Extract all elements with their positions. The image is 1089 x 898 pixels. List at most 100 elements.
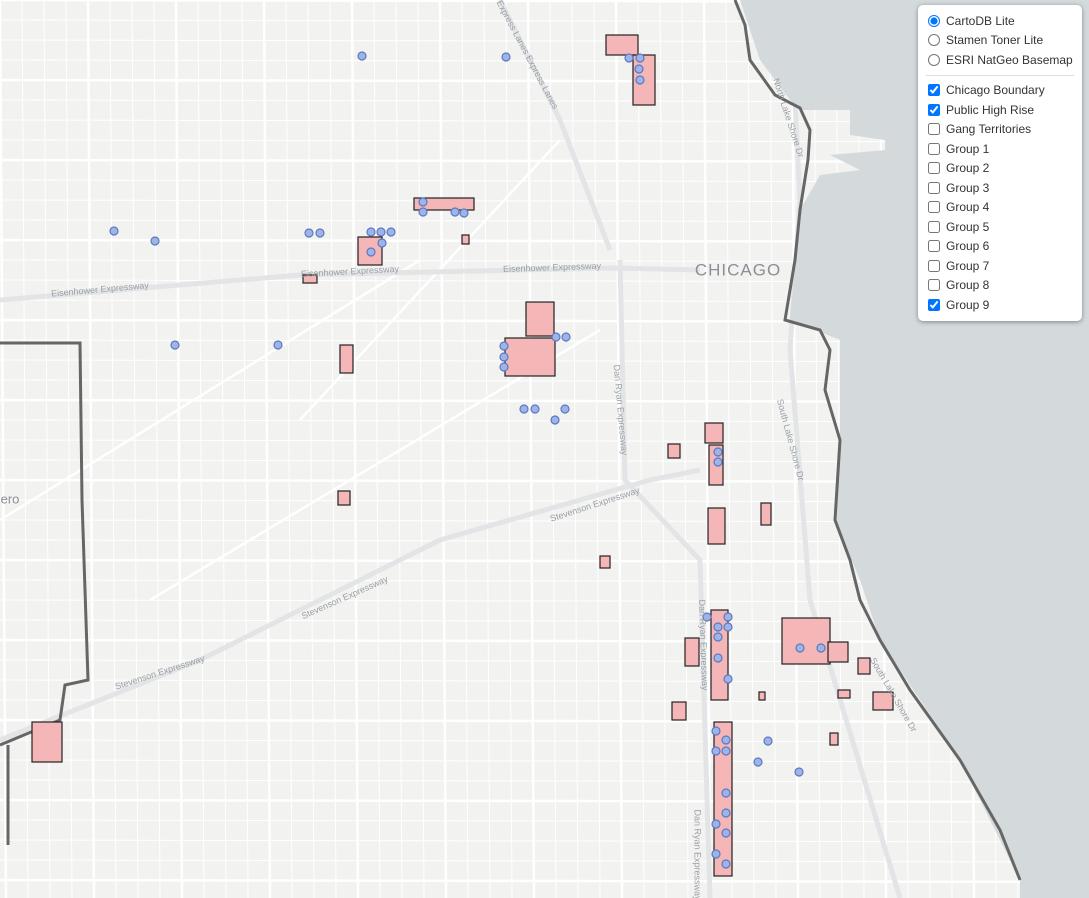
street bbox=[571, 0, 579, 898]
high-rise-area bbox=[504, 337, 556, 377]
base-layer-label[interactable]: Stamen Toner Lite bbox=[946, 33, 1044, 48]
street bbox=[0, 718, 1089, 724]
high-rise-area bbox=[758, 691, 766, 701]
overlay-input[interactable] bbox=[928, 279, 940, 292]
road-label: Dan Ryan Expressway bbox=[697, 599, 710, 691]
high-rise-area bbox=[837, 689, 851, 699]
overlay-input[interactable] bbox=[928, 103, 940, 116]
overlay-label[interactable]: Group 6 bbox=[946, 239, 990, 254]
overlay-input[interactable] bbox=[928, 240, 940, 253]
overlay[interactable]: Group 3 bbox=[918, 178, 1082, 198]
overlay[interactable]: Group 7 bbox=[918, 256, 1082, 276]
overlay-label[interactable]: Group 4 bbox=[946, 200, 990, 215]
high-rise-area bbox=[31, 721, 63, 763]
overlay[interactable]: Group 6 bbox=[918, 237, 1082, 257]
city-boundary bbox=[733, 0, 1022, 881]
street bbox=[0, 798, 1089, 804]
group-point bbox=[530, 404, 540, 414]
group-point bbox=[499, 362, 509, 372]
group-point bbox=[170, 340, 180, 350]
overlay-input[interactable] bbox=[928, 142, 940, 155]
overlay[interactable]: Group 4 bbox=[918, 198, 1082, 218]
group-point bbox=[635, 53, 645, 63]
overlay-label[interactable]: Group 5 bbox=[946, 219, 990, 234]
overlay-input[interactable] bbox=[928, 298, 940, 311]
base-layer[interactable]: Stamen Toner Lite bbox=[918, 31, 1082, 51]
street bbox=[0, 819, 1089, 823]
overlay-input[interactable] bbox=[928, 84, 940, 97]
street bbox=[0, 258, 421, 522]
street bbox=[813, 0, 821, 898]
overlay-input[interactable] bbox=[928, 181, 940, 194]
group-point bbox=[721, 808, 731, 818]
group-point bbox=[459, 208, 469, 218]
overlay-label[interactable]: Group 7 bbox=[946, 258, 990, 273]
overlay[interactable]: Group 8 bbox=[918, 276, 1082, 296]
overlay[interactable]: Group 5 bbox=[918, 217, 1082, 237]
group-point bbox=[713, 622, 723, 632]
base-layer-label[interactable]: CartoDB Lite bbox=[946, 13, 1015, 28]
overlay-label[interactable]: Chicago Boundary bbox=[946, 83, 1045, 98]
group-point bbox=[711, 819, 721, 829]
overlay-label[interactable]: Public High Rise bbox=[946, 102, 1035, 117]
base-layer-label[interactable]: ESRI NatGeo Basemap bbox=[946, 52, 1073, 67]
overlay-input[interactable] bbox=[928, 259, 940, 272]
street bbox=[21, 0, 29, 898]
overlay[interactable]: Chicago Boundary bbox=[918, 81, 1082, 101]
high-rise-area bbox=[713, 721, 733, 877]
street bbox=[174, 0, 184, 898]
street bbox=[702, 0, 712, 898]
group-point bbox=[418, 197, 428, 207]
overlay-label[interactable]: Group 9 bbox=[946, 297, 990, 312]
high-rise-area bbox=[707, 507, 726, 545]
high-rise-area bbox=[525, 301, 555, 337]
road-label: Dan Ryan Expressway bbox=[693, 809, 703, 898]
overlay-label[interactable]: Gang Territories bbox=[946, 122, 1032, 137]
overlay-input[interactable] bbox=[928, 220, 940, 233]
overlay-label[interactable]: Group 3 bbox=[946, 180, 990, 195]
street bbox=[438, 0, 448, 898]
base-layer[interactable]: ESRI NatGeo Basemap bbox=[918, 50, 1082, 70]
base-layer[interactable]: CartoDB Lite bbox=[918, 11, 1082, 31]
overlay[interactable]: Group 1 bbox=[918, 139, 1082, 159]
group-point bbox=[713, 653, 723, 663]
base-layer-input[interactable] bbox=[928, 34, 940, 47]
expressway bbox=[0, 467, 701, 743]
group-point bbox=[499, 341, 509, 351]
group-points bbox=[109, 51, 826, 869]
overlay[interactable]: Gang Territories bbox=[918, 120, 1082, 140]
group-point bbox=[561, 332, 571, 342]
group-point bbox=[304, 228, 314, 238]
overlay-input[interactable] bbox=[928, 123, 940, 136]
group-point bbox=[702, 612, 712, 622]
overlay[interactable]: Group 2 bbox=[918, 159, 1082, 179]
expressway bbox=[497, 0, 613, 251]
street bbox=[769, 0, 777, 898]
overlay[interactable]: Group 9 bbox=[918, 295, 1082, 315]
street bbox=[131, 0, 139, 898]
street bbox=[350, 0, 360, 898]
group-point bbox=[711, 849, 721, 859]
overlay[interactable]: Public High Rise bbox=[918, 100, 1082, 120]
group-point bbox=[721, 828, 731, 838]
group-point bbox=[723, 622, 733, 632]
street bbox=[0, 699, 1089, 703]
overlay-label[interactable]: Group 8 bbox=[946, 278, 990, 293]
base-layer-input[interactable] bbox=[928, 14, 940, 27]
street bbox=[0, 859, 1089, 863]
overlay-label[interactable]: Group 1 bbox=[946, 141, 990, 156]
street bbox=[417, 0, 425, 898]
high-rise-area bbox=[667, 443, 681, 459]
overlay-input[interactable] bbox=[928, 201, 940, 214]
group-point bbox=[450, 207, 460, 217]
street bbox=[307, 0, 315, 898]
overlay-input[interactable] bbox=[928, 162, 940, 175]
high-rise-area bbox=[857, 657, 871, 675]
separator bbox=[926, 74, 1074, 76]
overlay-label[interactable]: Group 2 bbox=[946, 161, 990, 176]
base-layer-input[interactable] bbox=[928, 53, 940, 66]
street bbox=[659, 0, 667, 898]
high-rise-area bbox=[461, 234, 470, 245]
